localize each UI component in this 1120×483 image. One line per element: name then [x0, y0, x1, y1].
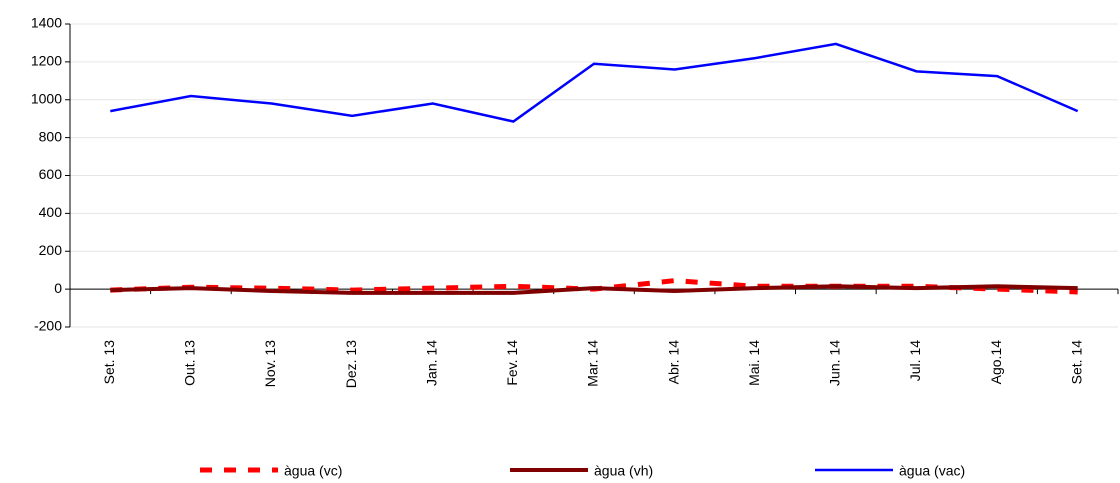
- legend-item: àgua (vh): [510, 463, 653, 479]
- x-tick-label: Ago.14: [988, 340, 1004, 385]
- x-tick-label: Mai. 14: [746, 340, 762, 386]
- y-tick-label: 600: [39, 166, 63, 182]
- x-tick-label: Set. 13: [101, 340, 117, 385]
- legend-label: àgua (vac): [899, 463, 965, 479]
- x-tick-label: Jan. 14: [423, 340, 439, 386]
- y-tick-label: 1000: [31, 90, 62, 106]
- x-tick-label: Dez. 13: [343, 340, 359, 388]
- legend-item: àgua (vac): [815, 463, 965, 479]
- series-line: [110, 284, 1078, 295]
- x-tick-label: Fev. 14: [504, 340, 520, 386]
- x-tick-label: Nov. 13: [262, 340, 278, 387]
- y-tick-label: 1200: [31, 53, 62, 69]
- series-line: [110, 42, 1079, 123]
- x-tick-label: Abr. 14: [665, 340, 681, 385]
- x-tick-label: Out. 13: [182, 340, 198, 386]
- legend-item: àgua (vc): [200, 463, 342, 479]
- x-tick-label: Mar. 14: [585, 340, 601, 387]
- y-tick-label: 800: [39, 128, 63, 144]
- x-tick-label: Jun. 14: [827, 340, 843, 386]
- legend-label: àgua (vh): [594, 463, 653, 479]
- x-tick-label: Set. 14: [1068, 340, 1084, 385]
- y-tick-label: -200: [34, 318, 62, 334]
- y-tick-label: 200: [39, 242, 63, 258]
- y-tick-label: 400: [39, 204, 63, 220]
- x-tick-label: Jul. 14: [907, 340, 923, 381]
- legend-label: àgua (vc): [284, 463, 342, 479]
- y-tick-label: 1400: [31, 15, 62, 31]
- y-tick-label: 0: [54, 280, 62, 296]
